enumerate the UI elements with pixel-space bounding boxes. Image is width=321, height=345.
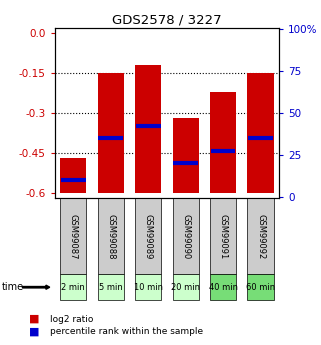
Bar [247,198,273,274]
Text: GSM99090: GSM99090 [181,214,190,259]
Text: 40 min: 40 min [209,283,238,292]
Bar [172,198,199,274]
Text: 10 min: 10 min [134,283,163,292]
Text: 2 min: 2 min [61,283,85,292]
Text: GSM99087: GSM99087 [69,214,78,259]
Bar [98,198,124,274]
Bar [135,274,161,300]
Bar [210,198,236,274]
Text: GSM99091: GSM99091 [219,214,228,259]
Bar [60,198,86,274]
Bar [172,118,199,193]
Text: ■: ■ [29,314,39,324]
Bar [60,274,86,300]
Text: GSM99088: GSM99088 [106,214,115,259]
Text: GSM99092: GSM99092 [256,214,265,259]
Text: ■: ■ [29,327,39,337]
Bar [98,274,124,300]
Bar [98,73,124,193]
Text: time: time [2,282,24,292]
Text: 5 min: 5 min [99,283,123,292]
Title: GDS2578 / 3227: GDS2578 / 3227 [112,13,222,27]
Bar [172,274,199,300]
Bar [247,73,273,193]
Bar [210,274,236,300]
Bar [135,198,161,274]
Text: 60 min: 60 min [246,283,275,292]
Text: 20 min: 20 min [171,283,200,292]
Text: percentile rank within the sample: percentile rank within the sample [50,327,203,336]
Text: log2 ratio: log2 ratio [50,315,93,324]
Bar [210,92,236,193]
Bar [247,274,273,300]
Bar [135,65,161,193]
Bar [60,158,86,193]
Text: GSM99089: GSM99089 [144,214,153,259]
